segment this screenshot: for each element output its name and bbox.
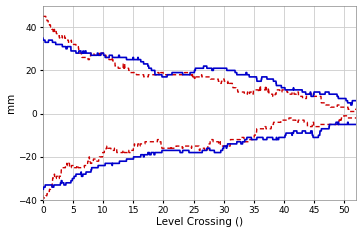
Y-axis label: mm: mm <box>5 93 16 113</box>
X-axis label: Level Crossing (): Level Crossing () <box>156 217 243 227</box>
